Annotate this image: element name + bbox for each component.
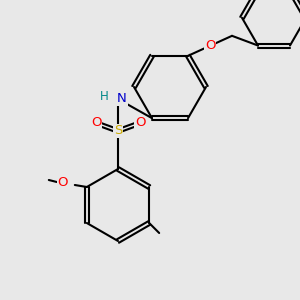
Text: O: O [135,116,145,130]
Text: S: S [114,124,122,137]
Text: O: O [58,176,68,188]
Text: O: O [91,116,101,130]
Text: H: H [100,91,108,103]
Text: O: O [205,39,215,52]
Text: N: N [117,92,127,106]
